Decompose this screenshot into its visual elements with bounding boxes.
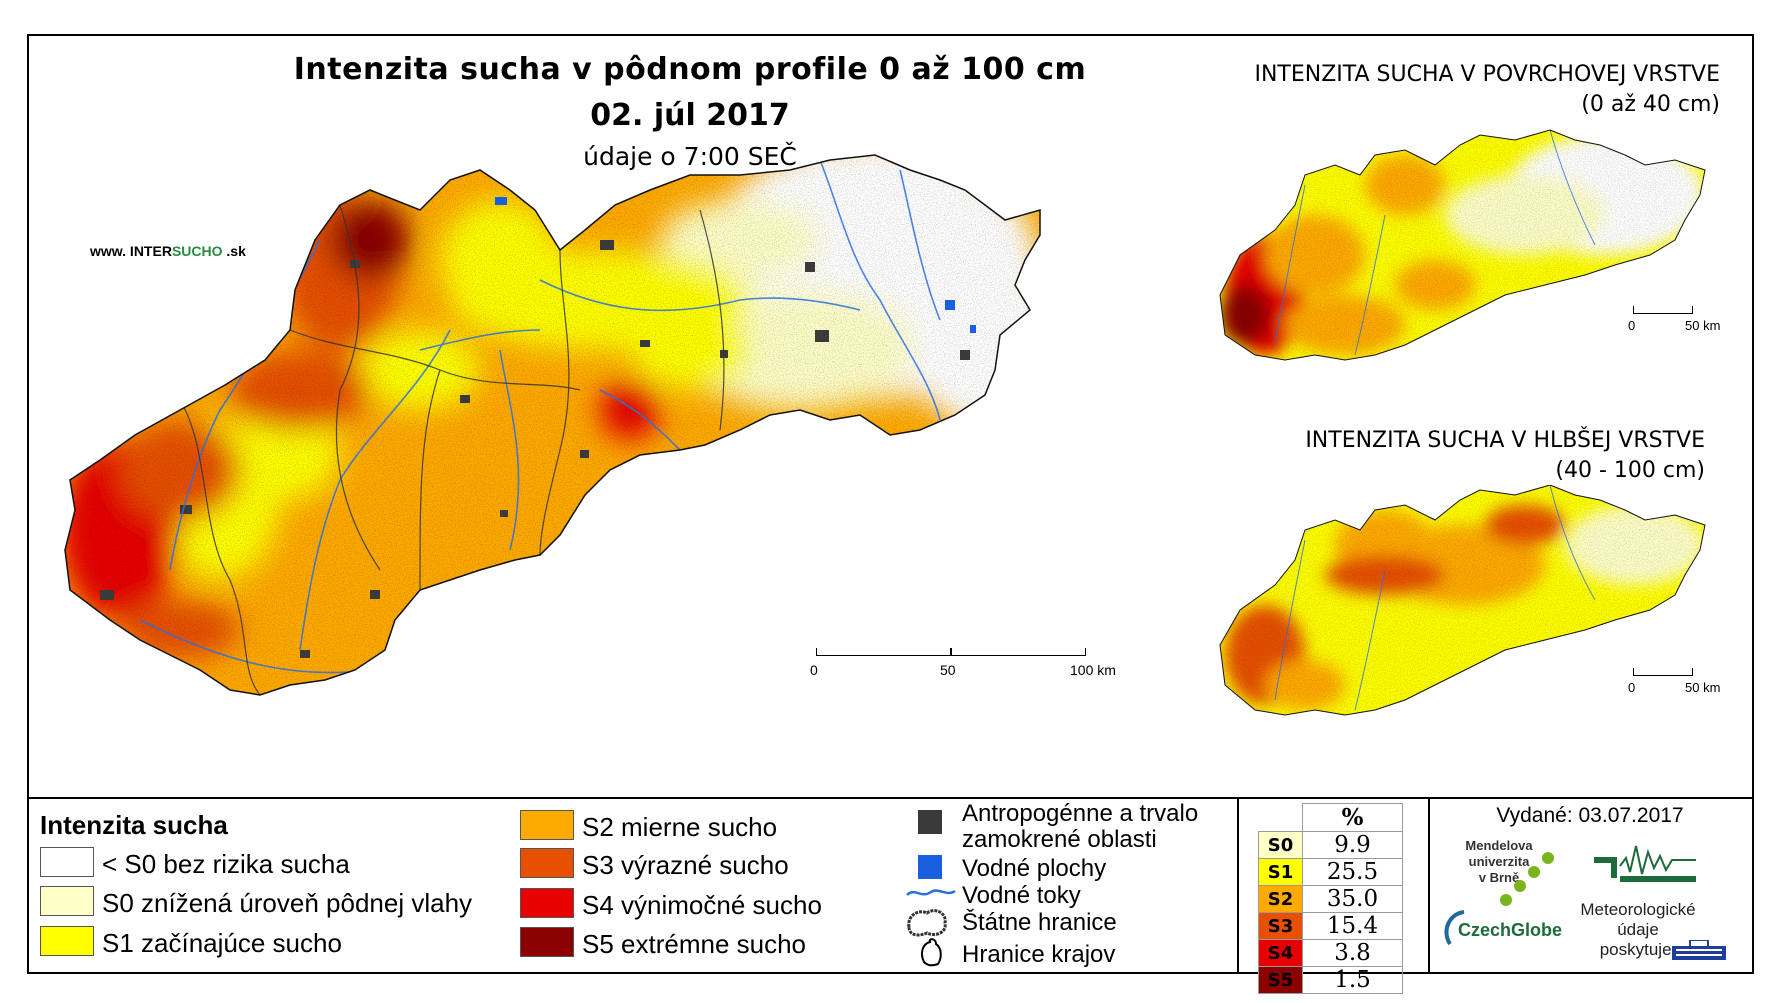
stats-row: S2 35.0 (1258, 885, 1403, 913)
surface-inset-map (1219, 129, 1706, 361)
legend-label-s2: S2 mierne sucho (582, 812, 778, 842)
stats-header-percent: % (1302, 803, 1403, 832)
legend-label-s1: S1 začínajúce sucho (102, 928, 342, 958)
main-scale-label-0: 0 (810, 662, 818, 678)
blue-square-icon (918, 855, 942, 879)
symbol-label-rivers: Vodné toky (962, 882, 1081, 909)
symbol-label-anthropogenic-1: Antropogénne a trvalo (962, 800, 1199, 827)
legend-swatch-s3 (520, 848, 574, 878)
legend-label-s5: S5 extrémne sucho (582, 929, 807, 959)
website-label: www. INTERSUCHO .sk (90, 243, 246, 259)
stats-header-empty (1258, 803, 1303, 832)
main-drought-map (64, 154, 1041, 696)
legend-heading: Intenzita sucha (40, 810, 228, 840)
main-scale-label-100: 100 km (1070, 662, 1116, 678)
legend-swatch-s4 (520, 888, 574, 918)
czechglobe-logo-text: CzechGlobe (1458, 920, 1563, 940)
legend-label-s3: S3 výrazné sucho (582, 850, 789, 880)
uni-line-3: v Brně (1478, 870, 1520, 885)
legend-swatch-s2 (520, 810, 574, 840)
legend-swatch-s0 (40, 886, 94, 916)
region-border-icon (921, 938, 942, 967)
map-date: 02. júl 2017 (590, 98, 790, 133)
deep-inset-subtitle: (40 - 100 cm) (1555, 458, 1705, 483)
state-border-icon (907, 909, 947, 937)
logos-divider (1428, 797, 1430, 974)
river-line-icon (906, 889, 956, 896)
issued-date: Vydané: 03.07.2017 (1496, 804, 1684, 827)
met-line-2: údaje (1617, 920, 1659, 939)
symbol-label-anthropogenic-2: zamokrené oblasti (962, 826, 1157, 853)
symbol-label-water-bodies: Vodné plochy (962, 855, 1107, 882)
stats-row: S4 3.8 (1258, 939, 1403, 967)
dark-square-icon (918, 810, 942, 834)
map-title: Intenzita sucha v pôdnom profile 0 až 10… (293, 52, 1087, 87)
legend-swatch-below-s0 (40, 847, 94, 877)
surface-scale-bar (1633, 306, 1693, 314)
uni-line-1: Mendelova (1465, 838, 1533, 853)
surface-scale-label-50: 50 km (1685, 318, 1721, 333)
deep-inset-title: INTENZITA SUCHA V HLBŠEJ VRSTVE (1305, 428, 1705, 453)
stats-row: S5 1.5 (1258, 966, 1403, 994)
surface-inset-title: INTENZITA SUCHA V POVRCHOVEJ VRSTVE (1254, 62, 1720, 87)
map-frame (27, 34, 1754, 974)
met-line-1: Meteorologické (1580, 900, 1696, 919)
map-time: údaje o 7:00 SEČ (583, 142, 797, 171)
meteorological-data-label: Meteorologické údaje poskytuje: (1578, 900, 1698, 960)
stats-header-row: % (1258, 803, 1403, 832)
legend-label-s4: S4 výnimočné sucho (582, 890, 822, 920)
stats-code: S3 (1258, 912, 1303, 940)
shmu-logo (1672, 940, 1726, 960)
website-suffix: .sk (222, 243, 246, 259)
legend-label-s0: S0 znížená úroveň pôdnej vlahy (102, 888, 473, 918)
stats-code: S5 (1258, 966, 1303, 994)
uni-line-2: univerzita (1468, 854, 1530, 869)
deep-scale-bar (1633, 668, 1693, 676)
surface-inset-subtitle: (0 až 40 cm) (1581, 92, 1720, 117)
stats-divider (1237, 797, 1239, 974)
stats-code: S4 (1258, 939, 1303, 967)
deep-scale-label-50: 50 km (1685, 680, 1721, 695)
symbol-label-state-borders: Štátne hranice (962, 909, 1117, 936)
legend-swatch-s5 (520, 927, 574, 957)
stats-code: S1 (1258, 858, 1303, 886)
czechglobe-arc-icon (1444, 910, 1465, 946)
ustav-vied-o-zemi-logo (1594, 845, 1696, 882)
stats-code: S0 (1258, 831, 1303, 859)
surface-scale-label-0: 0 (1628, 318, 1636, 333)
legend-label-below-s0: < S0 bez rizika sucha (102, 849, 350, 879)
symbol-label-region-borders: Hranice krajov (962, 941, 1116, 968)
met-line-3: poskytuje: (1599, 940, 1677, 959)
mendel-dots-logo (1500, 852, 1554, 906)
stats-row: S3 15.4 (1258, 912, 1403, 940)
stats-value: 35.0 (1302, 885, 1403, 913)
website-prefix: www. INTER (90, 243, 172, 259)
stats-code: S2 (1258, 885, 1303, 913)
drought-stats-table: % S0 9.9 S1 25.5 S2 35.0 S3 15.4 S4 3.8 S5 1.5 (1258, 803, 1403, 994)
deep-scale-label-0: 0 (1628, 680, 1636, 695)
stats-row: S1 25.5 (1258, 858, 1403, 886)
legend-divider (27, 797, 1754, 799)
stats-value: 25.5 (1302, 858, 1403, 886)
main-scale-mid-tick (950, 648, 952, 656)
stats-value: 9.9 (1302, 831, 1403, 859)
stats-row: S0 9.9 (1258, 831, 1403, 859)
deep-inset-map (1219, 485, 1706, 716)
legend-swatch-s1 (40, 926, 94, 956)
stats-value: 15.4 (1302, 912, 1403, 940)
stats-value: 3.8 (1302, 939, 1403, 967)
main-scale-label-50: 50 (940, 662, 956, 678)
stats-value: 1.5 (1302, 966, 1403, 994)
mendel-university-label: Mendelova univerzita v Brně (1440, 838, 1558, 886)
website-highlight: SUCHO (171, 243, 223, 259)
